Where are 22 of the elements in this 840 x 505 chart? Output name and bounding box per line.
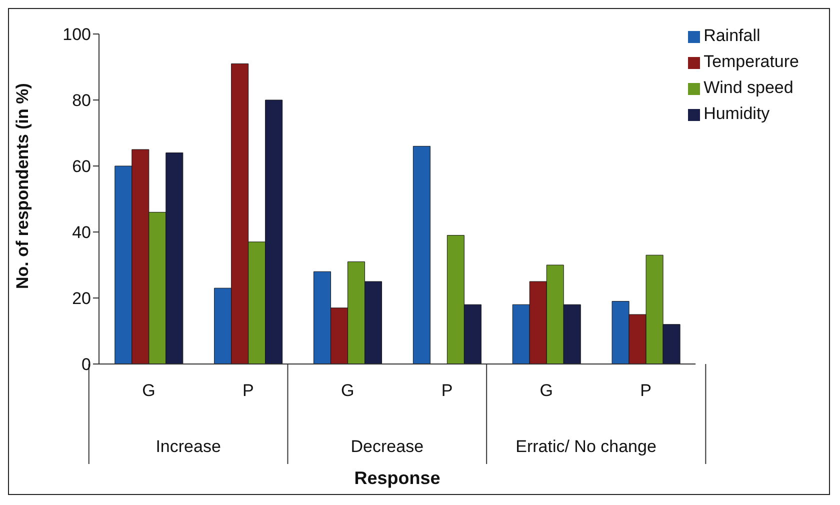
bar (412, 146, 430, 364)
y-tick-label: 40 (72, 223, 91, 242)
text: Decrease (350, 437, 424, 456)
x-tick-label: P (441, 381, 453, 400)
x-tick-label: G (540, 381, 554, 400)
y-tick-label: 20 (72, 289, 91, 308)
x-tick-label: P (242, 381, 254, 400)
text: Erratic/ No change (516, 437, 656, 456)
x-tick-label: G (142, 381, 156, 400)
text: Increase (156, 437, 221, 456)
x-tick-label: P (640, 381, 652, 400)
legend-label: Wind speed (704, 78, 794, 97)
x-axis-title: Response (354, 468, 440, 488)
legend-label: Rainfall (704, 26, 760, 45)
y-tick-label: 60 (72, 157, 91, 176)
y-axis-title: No. of respondents (in %) (13, 83, 32, 289)
y-tick-label: 80 (72, 91, 91, 110)
y-tick-label: 0 (82, 355, 91, 374)
x-tick-label: G (340, 381, 354, 400)
legend-label: Humidity (704, 104, 770, 123)
legend-label: Temperature (704, 52, 799, 71)
y-tick-label: 100 (62, 25, 91, 44)
